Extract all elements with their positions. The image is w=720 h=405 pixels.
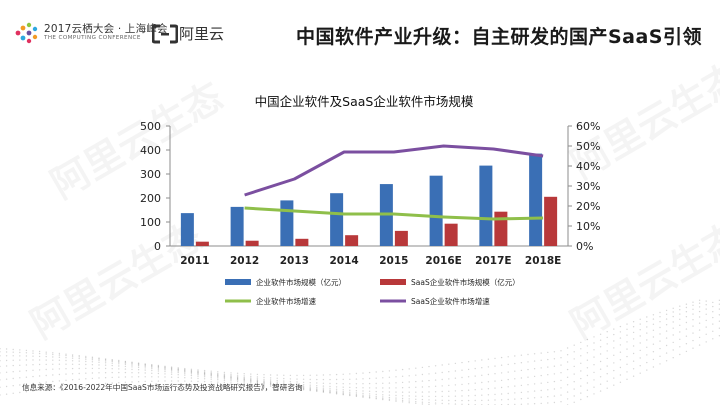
y-left-tick-label: 400 [140,144,161,157]
bar-enterprise-software [429,175,443,246]
bar-saas-software [245,240,259,246]
y-left-tick-label: 0 [154,240,161,253]
y-right-tick-label: 50% [576,140,600,153]
bar-enterprise-software [280,200,294,246]
x-tick-label: 2016E [425,255,461,267]
y-right-tick-label: 30% [576,180,600,193]
cloud-dots-icon [15,22,38,44]
aliyun-bracket-icon [152,24,178,44]
bar-enterprise-software [479,165,493,246]
line-saas-growth [244,144,544,197]
bar-saas-software [345,235,359,246]
bar-saas-software [195,241,209,246]
y-left-tick-label: 300 [140,168,161,181]
slide-title: 中国软件产业升级：自主研发的国产SaaS引领 [295,26,702,48]
source-note: 信息来源：《2016-2022年中国SaaS市场运行态势及投资战略研究报告》，智… [22,383,303,392]
y-left-tick-label: 500 [140,120,161,133]
legend-label: SaaS企业软件市场增速 [411,296,490,306]
legend-label: SaaS企业软件市场规模（亿元） [411,277,520,287]
conference-name: 2017云栖大会 · 上海峰会 [44,23,168,35]
bar-saas-software [295,238,309,246]
x-tick-label: 2018E [525,255,561,267]
legend-swatch [380,279,406,285]
bar-enterprise-software [180,213,194,246]
bar-enterprise-software [529,153,543,246]
legend-label: 企业软件市场规模（亿元） [256,277,346,287]
header: 2017云栖大会 · 上海峰会 THE COMPUTING CONFERENCE… [0,0,720,60]
x-tick-label: 2015 [379,255,408,267]
y-left-tick-label: 100 [140,216,161,229]
x-tick-label: 2013 [280,255,309,267]
aliyun-label: 阿里云 [179,25,225,43]
bar-enterprise-software [330,193,344,246]
conference-subtitle: THE COMPUTING CONFERENCE [44,35,141,41]
x-tick-label: 2014 [330,255,359,267]
y-right-tick-label: 40% [576,160,600,173]
bar-saas-software [394,230,408,246]
legend-label: 企业软件市场增速 [256,296,316,306]
conference-logo: 2017云栖大会 · 上海峰会 THE COMPUTING CONFERENCE [14,20,168,50]
y-right-tick-label: 0% [576,240,593,253]
bar-saas-software [494,211,508,246]
bar-saas-software [544,196,558,246]
x-tick-label: 2012 [230,255,259,267]
y-right-tick-label: 60% [576,120,600,133]
bar-saas-software [444,223,458,246]
line-enterprise-growth [244,206,544,221]
y-right-tick-label: 10% [576,220,600,233]
y-left-tick-label: 200 [140,192,161,205]
aliyun-logo: 阿里云 [152,22,225,46]
chart-title: 中国企业软件及SaaS企业软件市场规模 [255,94,474,109]
legend-swatch [225,279,251,285]
x-tick-label: 2017E [475,255,511,267]
y-right-tick-label: 20% [576,200,600,213]
x-tick-label: 2011 [180,255,209,267]
bar-enterprise-software [230,206,244,246]
